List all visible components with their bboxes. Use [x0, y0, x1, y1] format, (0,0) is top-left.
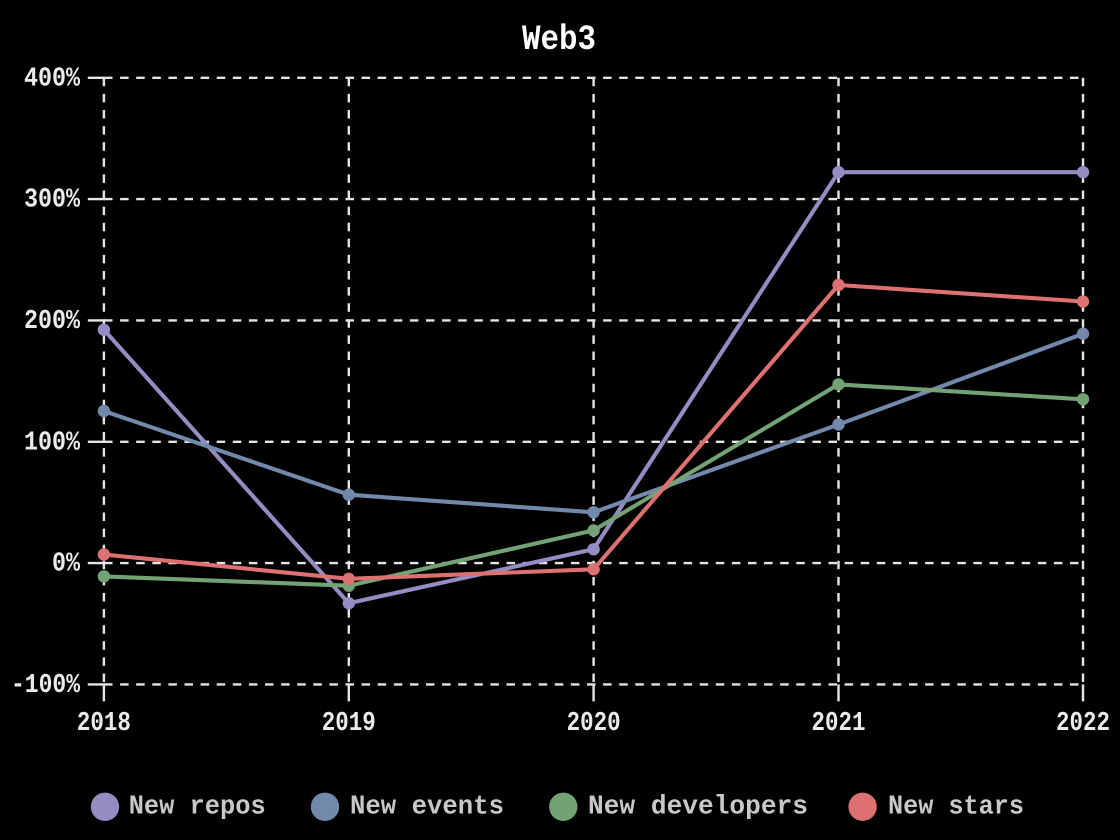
svg-text:New developers: New developers: [588, 793, 808, 823]
svg-text:-100%: -100%: [11, 671, 81, 701]
svg-text:100%: 100%: [24, 428, 81, 458]
svg-text:200%: 200%: [24, 307, 81, 337]
svg-text:New repos: New repos: [129, 793, 266, 823]
svg-text:0%: 0%: [52, 550, 81, 580]
svg-text:2020: 2020: [567, 709, 621, 739]
svg-text:400%: 400%: [24, 64, 81, 94]
svg-text:New stars: New stars: [888, 793, 1024, 823]
svg-text:2021: 2021: [812, 709, 866, 739]
svg-text:Web3: Web3: [522, 19, 596, 60]
svg-text:2022: 2022: [1056, 709, 1110, 739]
svg-text:2018: 2018: [77, 709, 131, 739]
svg-text:New events: New events: [350, 793, 504, 823]
svg-text:2019: 2019: [322, 709, 376, 739]
svg-text:300%: 300%: [24, 186, 81, 216]
